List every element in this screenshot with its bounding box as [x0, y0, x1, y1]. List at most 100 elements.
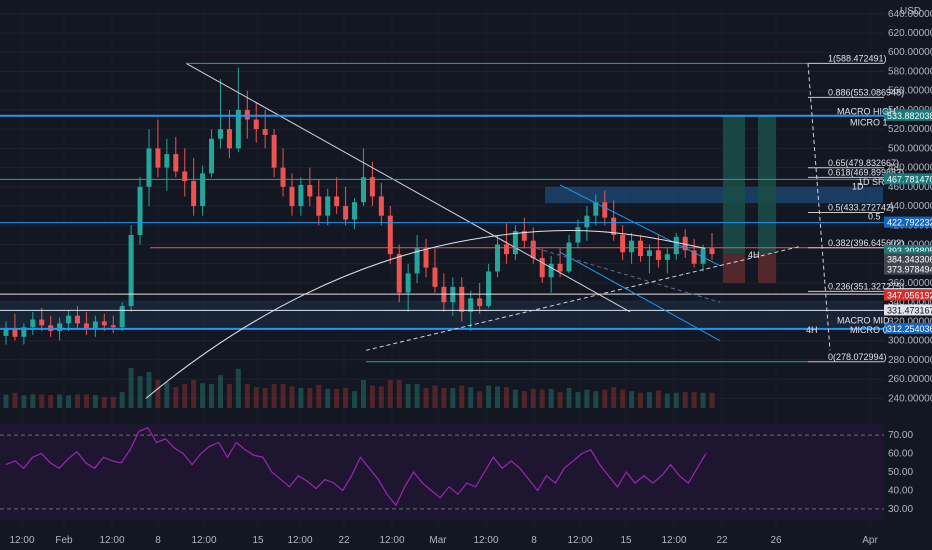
moving-average-line: [145, 229, 706, 399]
volume-bar: [521, 391, 527, 408]
candle-body: [110, 325, 116, 328]
candlestick-series: [3, 67, 715, 345]
candle-body: [486, 271, 492, 307]
candle-body: [119, 306, 125, 328]
volume-bar: [673, 392, 679, 408]
candle-body: [503, 244, 509, 255]
candle-body: [146, 148, 152, 187]
volume-bar: [244, 384, 250, 408]
rsi-tick-label: 70.00: [888, 430, 913, 441]
macro-high-label: MACRO HIGH: [837, 107, 896, 117]
x-tick-label: 22: [716, 535, 728, 546]
price-tag: [884, 253, 932, 265]
volume-bar: [629, 391, 635, 408]
candle-body: [226, 129, 232, 149]
candle-body: [414, 248, 420, 274]
y-tick-label: 520.000000: [888, 124, 932, 135]
candle-body: [66, 315, 72, 324]
candle-body: [83, 323, 89, 330]
candle-body: [655, 250, 661, 260]
volume-bar: [343, 388, 349, 408]
volume-bar: [289, 386, 295, 408]
volume-bar: [271, 384, 277, 408]
volume-bar: [200, 383, 206, 408]
x-tick-label: 15: [620, 535, 632, 546]
candle-body: [217, 129, 223, 139]
volume-bar: [486, 385, 492, 408]
4h-label: 4H: [748, 250, 760, 260]
micro-1-label: MICRO 1: [850, 117, 888, 127]
fib-level-label: 0.236(351.327275): [828, 281, 904, 291]
x-tick-label: 8: [155, 535, 161, 546]
candle-body: [137, 186, 143, 235]
volume-bar: [334, 388, 340, 408]
volume-bar: [468, 387, 474, 408]
volume-bar: [539, 389, 545, 408]
volume-bar: [209, 384, 215, 408]
candle-body: [74, 315, 80, 324]
volume-bar: [611, 387, 617, 408]
volume-bar: [30, 394, 36, 408]
y-tick-label: 300.000000: [888, 336, 932, 347]
candle-body: [334, 196, 340, 207]
candle-body: [173, 154, 179, 172]
long-target-zone: [758, 115, 776, 255]
fib-level-label: 0.382(396.645602): [828, 238, 904, 248]
volume-bar: [101, 396, 107, 408]
volume-bar: [110, 396, 116, 408]
currency-label: USD: [900, 6, 921, 17]
candle-body: [557, 263, 563, 272]
price-tag-label: 422.792232: [887, 218, 932, 228]
fib-diagonal: [807, 63, 831, 351]
volume-bar: [173, 387, 179, 408]
volume-bar: [298, 388, 304, 408]
time-axis[interactable]: 12:00 Feb 12:00 8 12:00 15 12:00 22 12:00 Mar 12:0…: [9, 535, 878, 546]
fib-level-label: 0.618(469.899883): [828, 167, 904, 177]
volume-bar: [638, 392, 644, 408]
volume-bar: [66, 395, 72, 408]
x-tick-label: 12:00: [99, 535, 124, 546]
volume-bar: [146, 372, 152, 408]
x-tick-label: Feb: [55, 535, 73, 546]
candle-body: [298, 184, 304, 207]
y-tick-label: 500.000000: [888, 143, 932, 154]
y-tick-label: 240.000000: [888, 393, 932, 404]
candle-body: [352, 202, 358, 220]
volume-bar: [709, 392, 715, 408]
candle-body: [646, 250, 652, 257]
volume-bar: [83, 394, 89, 408]
volume-bar: [369, 385, 375, 408]
candle-body: [101, 321, 107, 326]
volume-bar: [566, 388, 572, 408]
x-tick-label: 12:00: [9, 535, 34, 546]
volume-bar: [405, 384, 411, 408]
candle-body: [620, 234, 626, 253]
candle-body: [468, 298, 474, 312]
candle-body: [575, 227, 581, 243]
candle-body: [682, 236, 688, 251]
volume-bar: [477, 391, 483, 408]
candle-body: [21, 327, 27, 337]
volume-bar: [74, 394, 80, 408]
price-tag-label: 533.882038: [887, 111, 932, 121]
fib-level-label: 0.886(553.086948): [828, 87, 904, 97]
candle-body: [30, 319, 36, 328]
price-tag: [884, 304, 932, 316]
y-tick-label: 640.000000: [888, 9, 932, 20]
candle-body: [432, 267, 438, 287]
volume-bar: [48, 395, 54, 408]
volume-bar: [57, 394, 63, 408]
x-tick-label: 22: [338, 535, 350, 546]
volume-bar: [3, 394, 9, 408]
candle-body: [521, 231, 527, 241]
volume-bar: [575, 392, 581, 408]
y-tick-label: 620.000000: [888, 28, 932, 39]
volume-bar: [664, 393, 670, 408]
volume-bar: [682, 392, 688, 408]
volume-bar: [414, 384, 420, 408]
rsi-line: [5, 426, 707, 507]
candle-body: [673, 236, 679, 255]
candle-body: [325, 196, 331, 216]
